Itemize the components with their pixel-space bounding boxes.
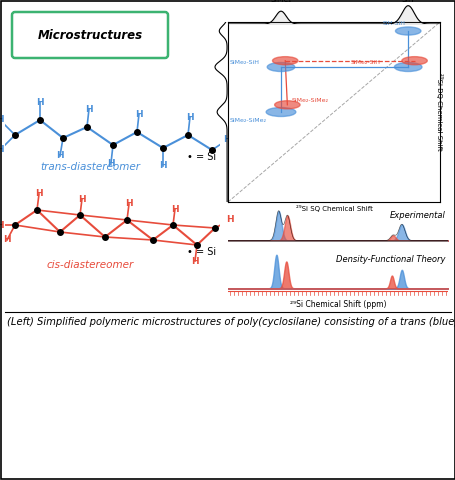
Ellipse shape	[401, 57, 426, 65]
Text: cis-diastereomer: cis-diastereomer	[46, 260, 133, 270]
Text: trans-diastereomer: trans-diastereomer	[40, 162, 140, 172]
Text: SiH: SiH	[401, 0, 414, 4]
Text: (Left) Simplified polymeric microstructures of poly(cyclosilane) consisting of a: (Left) Simplified polymeric microstructu…	[6, 317, 455, 327]
Text: H: H	[107, 158, 115, 168]
Text: H: H	[171, 204, 178, 214]
Text: Experimental: Experimental	[389, 211, 445, 220]
Text: SiMe₂: SiMe₂	[270, 0, 291, 4]
Ellipse shape	[394, 27, 420, 35]
Text: SiMe₂-SiH: SiMe₂-SiH	[350, 60, 380, 65]
Ellipse shape	[272, 57, 297, 65]
Text: • = Si: • = Si	[187, 152, 216, 162]
Text: SiMe₂-SiH: SiMe₂-SiH	[230, 60, 259, 65]
Text: H: H	[0, 116, 4, 124]
Text: H: H	[36, 97, 44, 107]
Text: H: H	[78, 194, 86, 204]
FancyBboxPatch shape	[12, 12, 167, 58]
Ellipse shape	[266, 108, 295, 117]
Text: H: H	[222, 135, 230, 144]
Text: SiMe₂-SiMe₂: SiMe₂-SiMe₂	[291, 98, 328, 103]
X-axis label: ²⁹Si SQ Chemical Shift: ²⁹Si SQ Chemical Shift	[295, 205, 372, 212]
Ellipse shape	[274, 101, 299, 109]
Text: Microstructures: Microstructures	[37, 28, 142, 41]
Ellipse shape	[267, 62, 294, 72]
Text: H: H	[191, 256, 198, 265]
Text: H: H	[56, 152, 64, 160]
Text: H: H	[0, 220, 4, 229]
Text: H: H	[186, 112, 193, 121]
Text: H: H	[35, 190, 43, 199]
Text: H: H	[85, 105, 93, 113]
Text: • = Si: • = Si	[187, 247, 216, 257]
Text: H: H	[3, 236, 11, 244]
Y-axis label: ²⁹Si DQ Chemical Shift: ²⁹Si DQ Chemical Shift	[435, 73, 442, 151]
Text: H: H	[226, 216, 233, 225]
Text: SiH-SiH: SiH-SiH	[382, 21, 405, 25]
Text: H: H	[0, 145, 4, 155]
Text: H: H	[159, 161, 167, 170]
Text: Density-Functional Theory: Density-Functional Theory	[336, 255, 445, 264]
Ellipse shape	[394, 62, 421, 72]
Text: ²⁹Si Chemical Shift (ppm): ²⁹Si Chemical Shift (ppm)	[289, 300, 385, 309]
Text: H: H	[125, 200, 132, 208]
Text: H: H	[135, 109, 142, 119]
Text: SiMe₂-SiMe₂: SiMe₂-SiMe₂	[230, 118, 267, 123]
